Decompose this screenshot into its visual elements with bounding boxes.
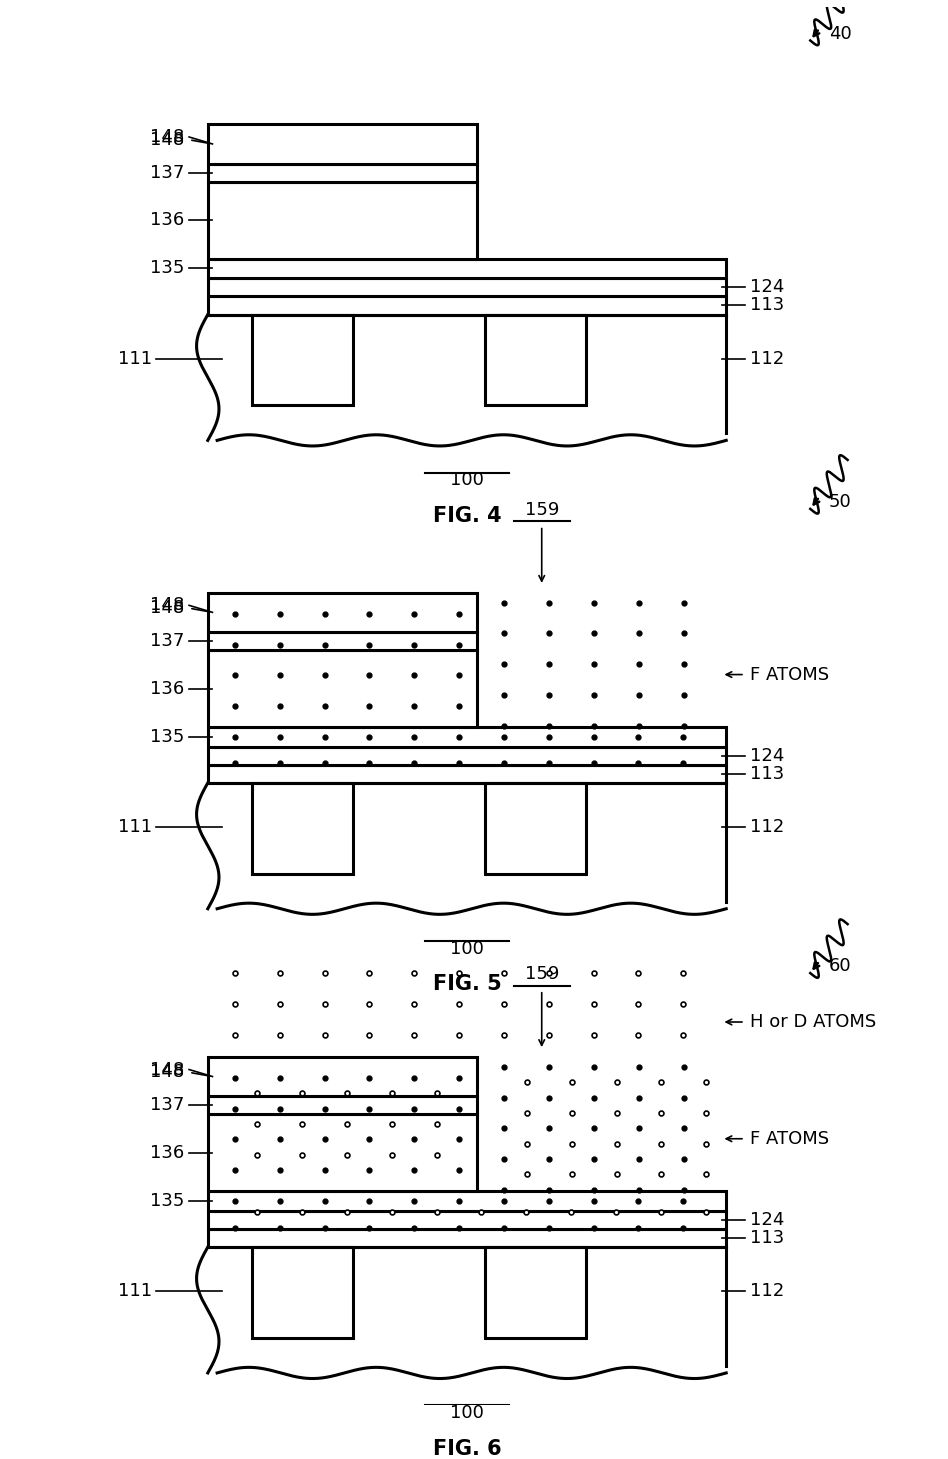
- Text: 111: 111: [118, 1282, 152, 1300]
- Text: 112: 112: [750, 818, 784, 836]
- Text: 137: 137: [150, 632, 185, 651]
- Bar: [252, 1247, 353, 1338]
- Text: 100: 100: [450, 471, 483, 489]
- Text: 100: 100: [450, 1404, 483, 1421]
- Text: 148: 148: [150, 597, 185, 614]
- Text: 124: 124: [750, 747, 784, 765]
- Text: 113: 113: [750, 296, 784, 315]
- Text: 135: 135: [150, 260, 185, 277]
- Text: 111: 111: [118, 818, 152, 836]
- Bar: [208, 1247, 726, 1373]
- Text: 124: 124: [750, 1211, 784, 1228]
- Bar: [208, 651, 478, 727]
- Text: 137: 137: [150, 163, 185, 181]
- Text: 148: 148: [150, 128, 185, 146]
- Text: 148: 148: [150, 131, 185, 149]
- Bar: [208, 765, 726, 783]
- Text: 148: 148: [150, 1061, 185, 1078]
- Text: F ATOMS: F ATOMS: [750, 1129, 829, 1148]
- Bar: [208, 632, 478, 651]
- Bar: [208, 1096, 478, 1115]
- Text: FIG. 5: FIG. 5: [432, 975, 501, 995]
- Bar: [208, 315, 726, 441]
- Bar: [252, 783, 353, 874]
- Text: 60: 60: [829, 957, 851, 975]
- Text: 124: 124: [750, 279, 784, 296]
- Text: 137: 137: [150, 1096, 185, 1115]
- Text: H or D ATOMS: H or D ATOMS: [750, 1013, 876, 1032]
- Bar: [208, 592, 478, 632]
- Text: 100: 100: [450, 940, 483, 957]
- Text: 136: 136: [150, 212, 185, 229]
- Bar: [208, 182, 478, 258]
- Bar: [208, 783, 726, 909]
- Bar: [208, 1056, 478, 1096]
- Bar: [208, 1211, 726, 1228]
- Text: FIG. 4: FIG. 4: [432, 506, 501, 527]
- Text: 40: 40: [829, 25, 851, 42]
- Bar: [485, 315, 586, 406]
- Bar: [208, 296, 726, 315]
- Text: 112: 112: [750, 1282, 784, 1300]
- Bar: [208, 747, 726, 765]
- Bar: [208, 258, 726, 279]
- Bar: [485, 783, 586, 874]
- Bar: [252, 315, 353, 406]
- Bar: [208, 727, 726, 747]
- Text: 113: 113: [750, 1228, 784, 1247]
- Bar: [208, 279, 726, 296]
- Bar: [208, 1191, 726, 1211]
- Text: F ATOMS: F ATOMS: [750, 665, 829, 684]
- Text: FIG. 6: FIG. 6: [432, 1439, 501, 1459]
- Text: 111: 111: [118, 350, 152, 368]
- Bar: [208, 124, 478, 163]
- Bar: [208, 1115, 478, 1191]
- Text: 148: 148: [150, 600, 185, 617]
- Text: 112: 112: [750, 350, 784, 368]
- Text: 159: 159: [524, 500, 559, 518]
- Text: 148: 148: [150, 1064, 185, 1081]
- Bar: [208, 163, 478, 182]
- Text: 136: 136: [150, 1144, 185, 1161]
- Bar: [208, 1228, 726, 1247]
- Text: 135: 135: [150, 1192, 185, 1210]
- Text: 159: 159: [524, 964, 559, 983]
- Text: 50: 50: [829, 493, 851, 511]
- Bar: [485, 1247, 586, 1338]
- Text: 135: 135: [150, 728, 185, 746]
- Text: 113: 113: [750, 765, 784, 783]
- Text: 136: 136: [150, 680, 185, 697]
